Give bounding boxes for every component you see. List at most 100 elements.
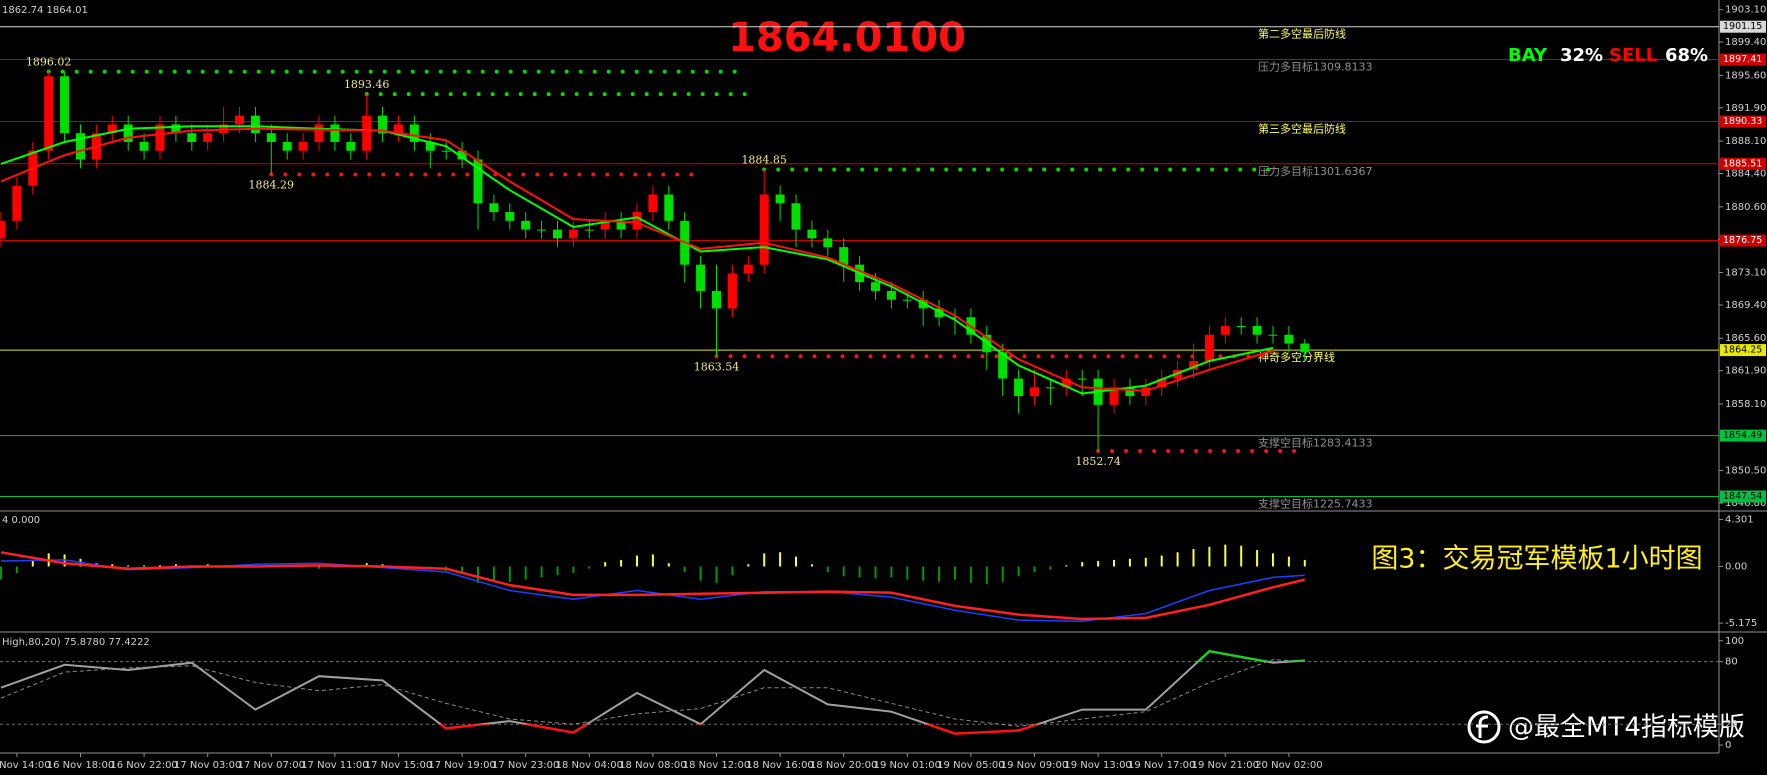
macd-bar [143,565,146,567]
candle-body [839,247,849,265]
macd-bar [620,559,623,567]
level-box-label: 1890.33 [1723,116,1762,127]
macd-bar [715,566,718,583]
candle-body [1236,325,1246,327]
signal-label: BAY [1508,45,1548,66]
x-tick-label: 17 Nov 07:00 [238,760,305,771]
macd-bar [874,566,877,579]
level-box [1720,490,1766,503]
x-tick-label: 19 Nov 21:00 [1192,760,1259,771]
x-tick-label: 19 Nov 01:00 [874,760,941,771]
level-box-label: 1847.54 [1723,491,1762,502]
macd-line [0,559,1305,622]
macd-bar [795,556,797,567]
candle-body [282,141,292,151]
y-tick-label: 0 [1725,740,1731,751]
swing-label: 1863.54 [694,360,740,373]
candle-body [12,185,22,221]
candle-body [1300,343,1310,353]
macd-bar [492,566,495,581]
candle-body [521,220,531,230]
candle-body [1252,325,1262,335]
macd-bar [1272,553,1274,567]
candle-body [76,133,85,160]
swing-label: 1852.74 [1075,455,1121,468]
macd-bar [1240,545,1243,567]
candle-body [553,229,562,239]
candle-body [155,124,165,151]
macd-bar [1192,548,1195,567]
x-tick-label: 20 Nov 02:00 [1255,760,1322,771]
stoch-label: High,80,20) 75.8780 77.4222 [2,637,150,648]
macd-bar [842,566,845,577]
x-tick-label: 18 Nov 20:00 [810,760,877,771]
y-tick-label: 1884.40 [1725,169,1766,180]
candle-body [266,133,276,142]
candle-body [727,273,737,309]
macd-bar [111,564,114,567]
y-tick-label: 1869.40 [1725,300,1766,311]
candle-body [871,282,880,291]
macd-bar [731,566,734,576]
stoch-oversold [438,724,1042,735]
candle-body [1204,334,1214,362]
x-tick-label: 19 Nov 17:00 [1128,760,1195,771]
candle-body [1030,387,1039,397]
x-tick-label: 18 Nov 04:00 [556,760,623,771]
level-note: 第二多空最后防线 [1258,27,1346,41]
y-tick-label: 1865.60 [1725,333,1766,344]
macd-bar [1256,550,1259,567]
level-note: 第三多空最后防线 [1258,122,1346,136]
candle-body [171,124,181,134]
macd-bar [1224,544,1227,567]
y-tick-label: 1880.60 [1725,202,1766,213]
watermark-icon [1467,710,1501,744]
macd-bar [1049,566,1052,570]
level-box-label: 1854.49 [1723,430,1762,441]
candle-body [394,124,403,134]
watermark: @最全MT4指标模版 [1508,713,1745,743]
x-tick-label: 16 Nov 14:00 [0,760,51,771]
y-tick-label: 1891.90 [1725,103,1766,114]
y-tick-label: 1895.60 [1725,70,1766,81]
level-note: 压力多目标1309.8133 [1258,60,1373,74]
candle-body [473,159,483,204]
macd-label: 4 0.000 [2,515,40,526]
moving-average [0,125,1274,395]
candle-body [235,115,244,125]
macd-bar [922,566,925,581]
level-box [1720,115,1766,128]
candle-body [250,115,260,134]
candle-body [425,141,435,151]
candle-body [823,238,833,248]
moving-average [0,127,1274,392]
macd-bar [31,561,34,567]
candle-body [1157,378,1167,388]
macd-bar [1097,561,1100,567]
candle-body [664,194,674,221]
macd-bar [1160,555,1163,567]
candle-body [791,203,801,230]
candle-body [616,220,626,230]
y-tick-label: 1858.10 [1725,399,1766,410]
candle-body [203,133,213,142]
x-tick-label: 18 Nov 12:00 [683,760,750,771]
macd-bar [365,563,368,567]
candle-body [378,115,388,134]
level-box [1720,53,1766,66]
macd-bar [1081,562,1084,567]
macd-bar [1065,565,1068,567]
macd-bar [333,566,336,568]
candle-body [1189,361,1198,370]
macd-bar [826,566,829,572]
x-tick-label: 18 Nov 16:00 [746,760,813,771]
macd-bar [477,566,479,583]
stoch-line [0,650,1305,735]
swing-label: 1896.02 [26,56,72,69]
candle-body [330,124,340,142]
macd-bar [127,565,130,567]
macd-bar [508,566,511,582]
candle-body [600,220,610,230]
candle-body [632,212,642,230]
